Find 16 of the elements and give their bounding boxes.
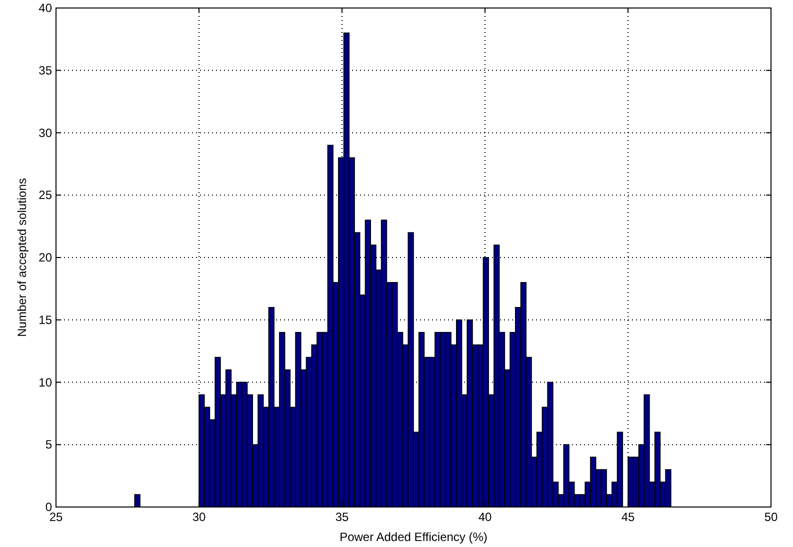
y-tick-label: 10 [38,375,52,390]
y-tick-label: 5 [45,438,52,452]
y-tick-label: 0 [45,500,52,514]
x-tick-label: 50 [764,510,778,524]
y-tick-label: 40 [38,1,52,15]
x-tick-label: 45 [621,510,635,524]
y-tick-label: 15 [38,312,52,327]
x-tick-label: 30 [192,510,206,524]
y-tick-label: 25 [38,188,52,202]
x-tick-label: 35 [335,510,349,524]
x-axis-title: Power Added Efficiency (%) [340,530,488,544]
y-axis-title: Number of accepted solutions [15,178,29,337]
y-tick-label: 30 [38,126,52,140]
y-tick-label: 35 [38,63,52,78]
x-tick-label: 40 [478,510,492,524]
y-tick-label: 20 [38,250,52,264]
